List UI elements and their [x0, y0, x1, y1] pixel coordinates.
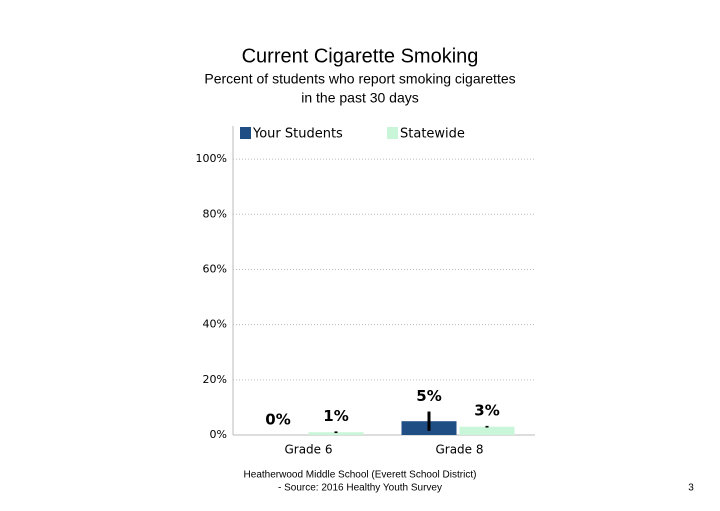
footer: Heatherwood Middle School (Everett Schoo…	[244, 470, 477, 481]
legend-label: Your Students	[252, 127, 343, 142]
subtitle: in the past 30 days	[301, 90, 419, 106]
value-label: 1%	[323, 407, 348, 425]
x-tick-label: Grade 6	[284, 443, 332, 457]
y-tick-label: 60%	[203, 262, 227, 275]
legend-swatch	[240, 127, 251, 139]
page-number: 3	[688, 483, 694, 494]
y-tick-label: 100%	[196, 152, 227, 165]
y-tick-label: 20%	[203, 373, 227, 386]
legend-swatch	[387, 127, 398, 139]
bar	[308, 432, 364, 435]
y-tick-label: 40%	[203, 318, 227, 331]
value-label: 3%	[474, 401, 499, 419]
footer: - Source: 2016 Healthy Youth Survey	[278, 483, 442, 494]
x-tick-label: Grade 8	[435, 443, 483, 457]
legend-label: Statewide	[400, 127, 465, 142]
subtitle: Percent of students who report smoking c…	[204, 71, 515, 87]
value-label: 0%	[265, 411, 290, 429]
chart-title: Current Cigarette Smoking	[242, 45, 479, 67]
y-tick-label: 80%	[203, 207, 227, 220]
y-tick-label: 0%	[210, 428, 227, 441]
bar	[459, 426, 515, 435]
value-label: 5%	[416, 387, 441, 405]
